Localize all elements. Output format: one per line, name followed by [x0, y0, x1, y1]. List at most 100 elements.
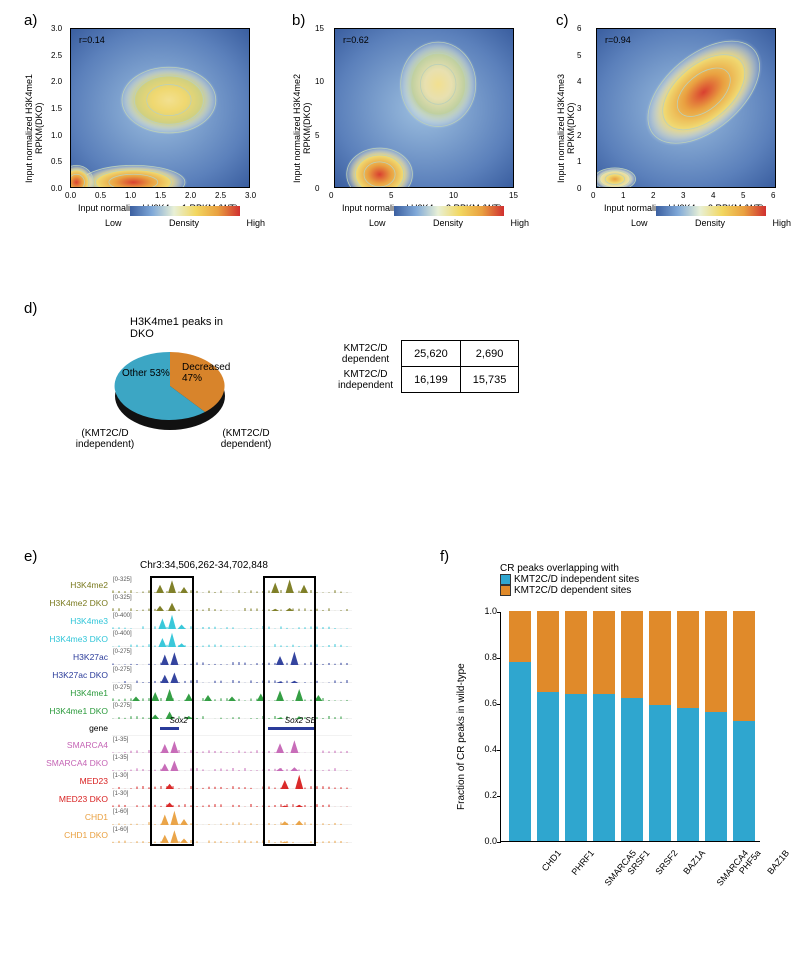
bar-xlabel: PHRF1 — [570, 848, 597, 877]
ytick: 1 — [577, 157, 581, 166]
ytick: 0.0 — [51, 184, 62, 193]
ytick: 0.2 — [484, 790, 497, 800]
ytick: 0 — [577, 184, 581, 193]
track-label: MED23 DKO — [30, 794, 112, 804]
track-label: H3K27ac DKO — [30, 670, 112, 680]
bar-SRSF1 — [593, 611, 615, 841]
xtick: 5 — [741, 191, 745, 200]
legend-ind: KMT2C/D independent sites — [514, 574, 639, 585]
bar-SRSF2 — [621, 611, 643, 841]
bar-BAZ1A — [649, 611, 671, 841]
ytick: 1.0 — [51, 131, 62, 140]
track-body: [1-35] — [112, 755, 352, 771]
panel-e-label: e) — [24, 548, 37, 565]
panel-a-r: r=0.14 — [79, 35, 105, 45]
panel-c-ylabel: Input normalized H3K4me3 RPKM(DKO) — [556, 48, 576, 208]
track-CHD1 DKO: CHD1 DKO[1-60] — [30, 826, 352, 844]
panel-b: Input normalized H3K4me2 RPKM(DKO) r=0.6… — [334, 28, 529, 228]
track-body: [1-35] — [112, 737, 352, 753]
ct-11: 15,735 — [460, 367, 519, 393]
bar-xlabel: BAZ1B — [765, 848, 791, 876]
track-label: CHD1 — [30, 812, 112, 822]
panel-f-label: f) — [440, 548, 449, 565]
panel-c-plot: r=0.94 01234560123456 — [596, 28, 776, 188]
panel-c-colorbar — [656, 206, 766, 216]
track-label: gene — [30, 723, 112, 733]
panel-d: H3K4me1 peaks in DKO Other 53% Decreased… — [100, 320, 240, 449]
track-body: [1-60] — [112, 809, 352, 825]
track-gene: geneSox2Sox2 SE — [30, 720, 352, 736]
xtick: 0.0 — [65, 191, 76, 200]
panel-b-plot: r=0.62 051015051015 — [334, 28, 514, 188]
panel-a-cb-labels: Low Density High — [105, 218, 265, 228]
xtick: 2.0 — [185, 191, 196, 200]
ytick: 6 — [577, 24, 581, 33]
track-label: H3K27ac — [30, 652, 112, 662]
ytick: 5 — [315, 131, 319, 140]
pie-other-label: Other 53% — [122, 368, 170, 379]
track-H3K4me2: H3K4me2[0-325] — [30, 576, 352, 594]
panel-f-bars: Fraction of CR peaks in wild-type 0.00.2… — [500, 612, 760, 842]
track-label: H3K4me1 DKO — [30, 706, 112, 716]
cb-high: High — [246, 218, 265, 228]
xtick: 4 — [711, 191, 715, 200]
track-label: SMARCA4 DKO — [30, 758, 112, 768]
track-SMARCA4 DKO: SMARCA4 DKO[1-35] — [30, 754, 352, 772]
track-MED23 DKO: MED23 DKO[1-30] — [30, 790, 352, 808]
cb-high: High — [772, 218, 791, 228]
pie-dec-sub: (KMT2C/D dependent) — [208, 428, 284, 450]
panel-a-label: a) — [24, 12, 37, 29]
panel-b-colorbar — [394, 206, 504, 216]
pie-dec-label: Decreased 47% — [182, 362, 242, 384]
track-body: [0-400] — [112, 613, 352, 629]
bar-xlabel: BAZ1A — [681, 848, 707, 876]
xtick: 0 — [329, 191, 333, 200]
track-H3K4me3 DKO: H3K4me3 DKO[0-400] — [30, 630, 352, 648]
track-body: [1-30] — [112, 791, 352, 807]
panel-a-colorbar — [130, 206, 240, 216]
panel-b-r: r=0.62 — [343, 35, 369, 45]
bar-SMARCA5 — [565, 611, 587, 841]
ct-01: 2,690 — [460, 341, 519, 367]
panel-f-legend: CR peaks overlapping with KMT2C/D indepe… — [500, 563, 639, 596]
panel-a-ylabel: Input normalized H3K4me1 RPKM(DKO) — [24, 48, 44, 208]
track-MED23: MED23[1-30] — [30, 772, 352, 790]
bar-CHD1 — [509, 611, 531, 841]
track-label: H3K4me3 — [30, 616, 112, 626]
cb-high: High — [510, 218, 529, 228]
track-body: [0-275] — [112, 667, 352, 683]
cb-mid: Density — [695, 218, 725, 228]
panel-a: Input normalized H3K4me1 RPKM(DKO) r=0.1… — [70, 28, 265, 228]
track-label: H3K4me2 — [30, 580, 112, 590]
panel-a-svg — [71, 29, 249, 187]
xtick: 15 — [509, 191, 518, 200]
xtick: 3 — [681, 191, 685, 200]
figure-root: { "panels": { "a": { "label":"a)", "r":"… — [0, 0, 800, 960]
bar-BAZ1B — [733, 611, 755, 841]
ytick: 1.0 — [484, 606, 497, 616]
panel-b-ylabel: Input normalized H3K4me2 RPKM(DKO) — [292, 48, 312, 208]
track-body: Sox2Sox2 SE — [112, 720, 352, 736]
xtick: 5 — [389, 191, 393, 200]
xtick: 3.0 — [245, 191, 256, 200]
panel-a-plot: r=0.14 0.00.51.01.52.02.53.00.00.51.01.5… — [70, 28, 250, 188]
cb-low: Low — [369, 218, 386, 228]
track-H3K27ac: H3K27ac[0-275] — [30, 648, 352, 666]
track-H3K4me1: H3K4me1[0-275] — [30, 684, 352, 702]
xtick: 2 — [651, 191, 655, 200]
ct-10: 16,199 — [402, 367, 461, 393]
track-label: CHD1 DKO — [30, 830, 112, 840]
gene-label: Sox2 — [170, 716, 188, 725]
xtick: 0.5 — [95, 191, 106, 200]
panel-c-cb-labels: Low Density High — [631, 218, 791, 228]
contingency-table: KMT2C/D dependent 25,620 2,690 KMT2C/D i… — [330, 340, 519, 393]
track-H3K27ac DKO: H3K27ac DKO[0-275] — [30, 666, 352, 684]
pie-title: H3K4me1 peaks in DKO — [130, 316, 240, 340]
panel-b-cb-labels: Low Density High — [369, 218, 529, 228]
track-label: H3K4me2 DKO — [30, 598, 112, 608]
panel-e-tracks: H3K4me2[0-325]H3K4me2 DKO[0-325]H3K4me3[… — [30, 576, 352, 844]
xtick: 0 — [591, 191, 595, 200]
ytick: 0 — [315, 184, 319, 193]
bar-SMARCA4 — [677, 611, 699, 841]
legend-title: CR peaks overlapping with — [500, 563, 639, 574]
